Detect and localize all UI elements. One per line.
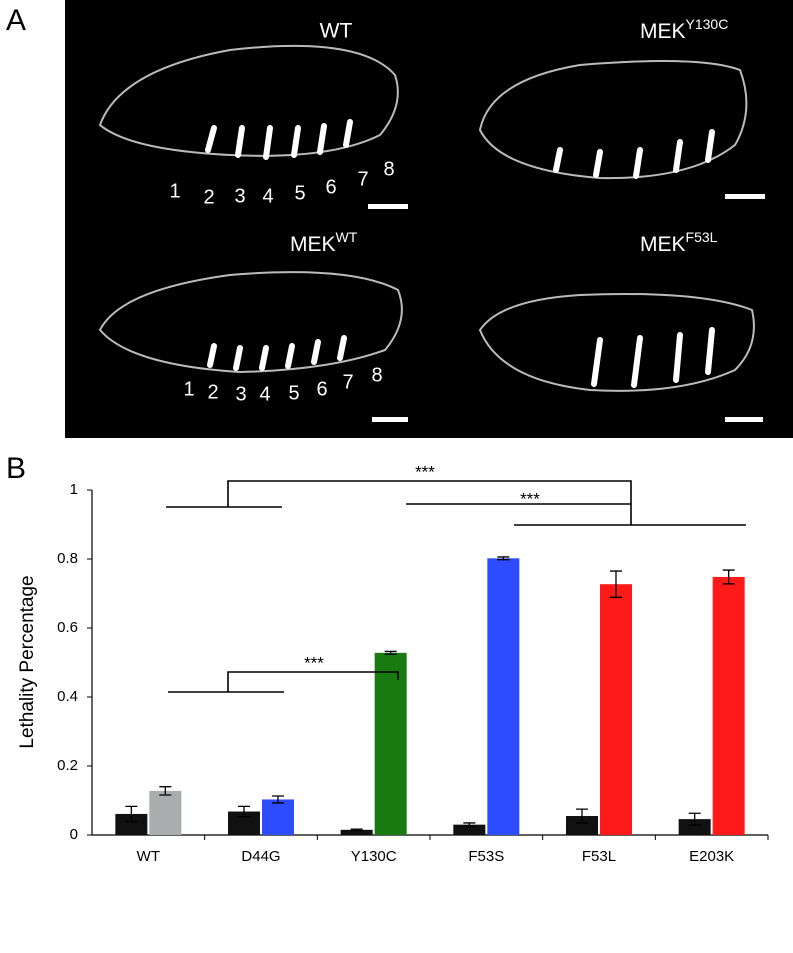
- bar: [262, 799, 294, 835]
- x-tick-label: WT: [137, 848, 160, 865]
- scale-bar: [725, 417, 763, 422]
- bar: [149, 790, 182, 835]
- error-bar: [497, 556, 510, 561]
- bar: [115, 813, 148, 835]
- significance-bracket: [166, 480, 746, 526]
- error-bar: [576, 808, 588, 824]
- image-title: WT: [320, 20, 353, 43]
- segment-number: 5: [288, 382, 299, 404]
- y-tick-label: 0.4: [57, 688, 78, 705]
- bar: [600, 584, 632, 835]
- segment-number: 4: [259, 383, 270, 405]
- y-tick-label: 0: [70, 826, 78, 843]
- segment-number: 3: [235, 383, 246, 405]
- y-tick-label: 1: [70, 481, 78, 498]
- title-superscript: F53L: [686, 229, 718, 245]
- embryo-mek-wt: [98, 271, 403, 374]
- significance-label: ***: [415, 462, 435, 481]
- segment-number: 8: [383, 158, 394, 180]
- error-bar: [272, 795, 284, 804]
- bar: [487, 558, 520, 835]
- bar: [340, 829, 373, 835]
- title-superscript: Y130C: [686, 16, 729, 32]
- error-bar: [688, 812, 701, 826]
- segment-number: 1: [183, 378, 194, 400]
- embryo-wt: [98, 44, 399, 157]
- error-bar: [238, 805, 250, 818]
- title-superscript: WT: [336, 229, 358, 245]
- y-tick-label: 0.8: [57, 550, 78, 567]
- embryos: [98, 44, 755, 392]
- x-tick-label: F53S: [468, 848, 504, 865]
- error-bar: [722, 569, 735, 585]
- x-tick-label: E203K: [689, 848, 734, 865]
- y-tick-label: 0.6: [57, 619, 78, 636]
- significance-bracket: [168, 671, 399, 693]
- y-tick-label: 0.2: [57, 757, 78, 774]
- denticle-bands: [205, 119, 715, 388]
- scale-bars: [368, 194, 765, 422]
- error-bar: [350, 828, 363, 832]
- segment-number: 4: [262, 185, 273, 207]
- bar: [566, 816, 598, 835]
- bar: [712, 576, 745, 835]
- scale-bar: [368, 204, 408, 209]
- segment-number: 6: [316, 378, 327, 400]
- significance-label: ***: [304, 653, 324, 672]
- segment-number: 2: [207, 381, 218, 403]
- segment-number: 7: [357, 168, 368, 190]
- error-bar: [463, 822, 476, 828]
- x-tick-label: D44G: [241, 848, 280, 865]
- segment-number: 5: [294, 182, 305, 204]
- x-tick-label: Y130C: [351, 848, 397, 865]
- title-text: MEK: [640, 20, 686, 43]
- y-axis-label: Lethality Percentage: [17, 575, 38, 748]
- scale-bar: [725, 194, 765, 199]
- error-bar: [125, 805, 138, 823]
- x-tick-label: F53L: [582, 848, 616, 865]
- segment-number: 2: [203, 186, 214, 208]
- segment-number: 3: [234, 185, 245, 207]
- segment-number: 7: [342, 371, 353, 393]
- error-bar: [610, 570, 622, 598]
- title-text: MEK: [640, 233, 686, 256]
- error-bar: [384, 650, 397, 655]
- image-title: MEKF53L: [640, 229, 718, 256]
- bar: [228, 811, 260, 835]
- bar: [453, 824, 486, 835]
- segment-number: 1: [169, 180, 180, 202]
- segment-number: 6: [325, 176, 336, 198]
- panel-label: B: [6, 452, 26, 485]
- image-title: MEKWT: [290, 229, 358, 256]
- bar: [374, 652, 407, 835]
- scale-bar: [372, 417, 408, 422]
- micrograph-panel: [65, 0, 793, 438]
- panel-label: A: [6, 4, 26, 37]
- significance-label: ***: [520, 489, 540, 508]
- embryo-y130c: [478, 60, 748, 180]
- bar: [678, 819, 711, 835]
- embryo-f53l: [478, 293, 755, 392]
- error-bar: [159, 786, 172, 796]
- segment-number: 8: [371, 364, 382, 386]
- image-title: MEKY130C: [640, 16, 728, 43]
- title-text: MEK: [290, 233, 336, 256]
